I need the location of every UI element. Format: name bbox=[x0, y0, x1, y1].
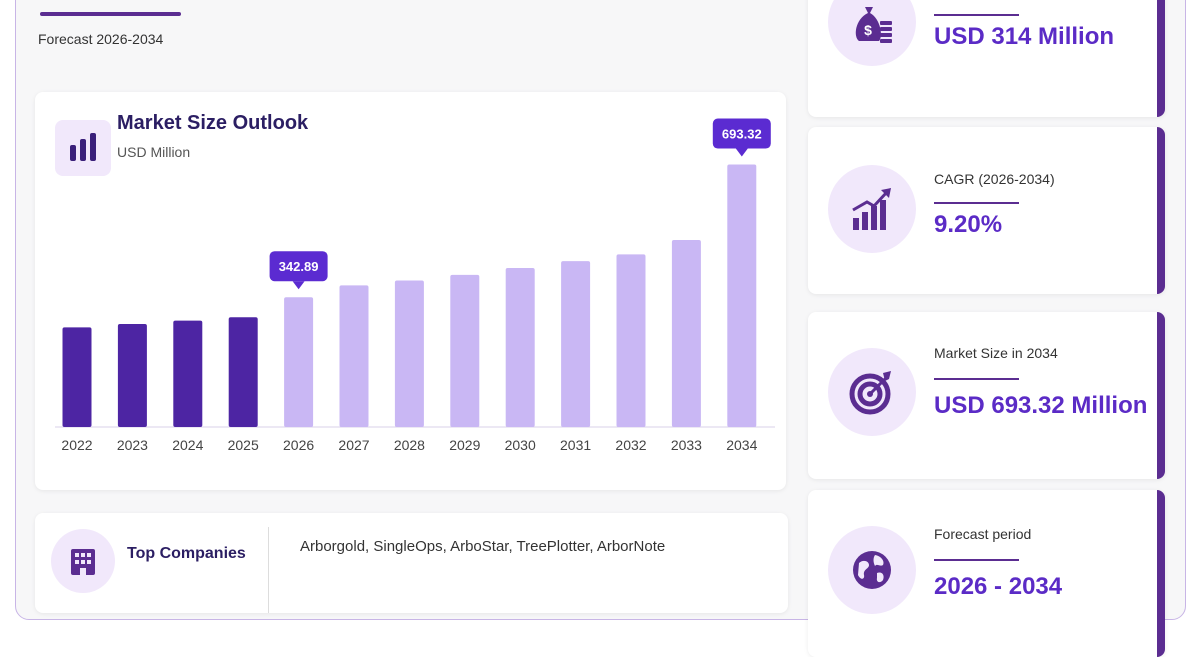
x-tick-label: 2025 bbox=[228, 437, 259, 453]
x-tick-label: 2023 bbox=[117, 437, 148, 453]
x-tick-label: 2032 bbox=[615, 437, 646, 453]
bar-2027 bbox=[339, 285, 369, 427]
bar-chart: 2022 2023 2024 2025 2026 2027 2028 2029 2030 2031… bbox=[55, 118, 775, 453]
companies-list: Arborgold, SingleOps, ArboStar, TreePlot… bbox=[300, 538, 666, 555]
top-companies-title: Top Companies bbox=[127, 545, 246, 562]
stat-rule bbox=[934, 378, 1019, 380]
x-tick-label: 2024 bbox=[172, 437, 203, 453]
top-companies-card: Top Companies Arborgold, SingleOps, Arbo… bbox=[35, 513, 788, 613]
callout-2034: 693.32 bbox=[712, 118, 771, 157]
stat-card-market-size-2034: Market Size in 2034 USD 693.32 Million bbox=[808, 312, 1165, 479]
bar-2030 bbox=[505, 268, 535, 427]
svg-text:$: $ bbox=[864, 22, 872, 38]
stat-rule bbox=[934, 14, 1019, 16]
stat-rule bbox=[934, 202, 1019, 204]
bar-2029 bbox=[450, 274, 480, 427]
divider bbox=[268, 527, 269, 613]
x-tick-label: 2026 bbox=[283, 437, 314, 453]
building-icon bbox=[51, 529, 115, 593]
bar-2033 bbox=[671, 239, 701, 427]
stat-label: Market Size in 2034 bbox=[934, 345, 1058, 361]
x-tick-label: 2034 bbox=[726, 437, 757, 453]
stat-value: 2026 - 2034 bbox=[934, 573, 1063, 600]
chart-subtitle: USD Million bbox=[117, 144, 191, 160]
chart-title: Market Size Outlook bbox=[117, 112, 309, 134]
stat-value: USD 314 Million bbox=[934, 23, 1115, 50]
data-label: 342.89 bbox=[279, 259, 319, 274]
bar-2031 bbox=[561, 261, 591, 427]
data-label: 693.32 bbox=[722, 127, 762, 142]
globe-icon bbox=[828, 526, 916, 614]
x-tick-label: 2030 bbox=[505, 437, 536, 453]
x-tick-label: 2027 bbox=[338, 437, 369, 453]
bar-2028 bbox=[394, 280, 424, 427]
x-tick-label: 2022 bbox=[61, 437, 92, 453]
bar-2032 bbox=[616, 254, 646, 427]
bar-2023 bbox=[117, 324, 147, 427]
bar-2034 bbox=[727, 164, 757, 427]
x-tick-label: 2033 bbox=[671, 437, 702, 453]
x-tick-label: 2028 bbox=[394, 437, 425, 453]
stat-value: 9.20% bbox=[934, 211, 1003, 238]
bar-2022 bbox=[62, 327, 92, 427]
stat-value: USD 693.32 Million bbox=[934, 392, 1148, 419]
header-rule bbox=[40, 12, 181, 16]
stat-card-cagr: CAGR (2026-2034) 9.20% bbox=[808, 127, 1165, 294]
target-icon bbox=[828, 348, 916, 436]
stat-card-forecast-period: Forecast period 2026 - 2034 bbox=[808, 490, 1165, 657]
stat-rule bbox=[934, 559, 1019, 561]
stat-label: CAGR (2026-2034) bbox=[934, 171, 1055, 187]
bar-chart-icon bbox=[55, 120, 111, 176]
callout-2026: 342.89 bbox=[269, 251, 328, 290]
x-tick-label: 2031 bbox=[560, 437, 591, 453]
bar-2024 bbox=[173, 320, 203, 427]
money-bag-icon: $ bbox=[828, 0, 916, 66]
x-tick-label: 2029 bbox=[449, 437, 480, 453]
bar-2026 bbox=[284, 297, 314, 427]
bar-2025 bbox=[228, 317, 258, 427]
forecast-label: Forecast 2026-2034 bbox=[38, 31, 164, 47]
stat-label: Forecast period bbox=[934, 526, 1032, 542]
market-size-chart-card: 2022 2023 2024 2025 2026 2027 2028 2029 2030 2031… bbox=[35, 92, 786, 490]
growth-chart-icon bbox=[828, 165, 916, 253]
stat-card-market-size: $ USD 314 Million bbox=[808, 0, 1165, 117]
